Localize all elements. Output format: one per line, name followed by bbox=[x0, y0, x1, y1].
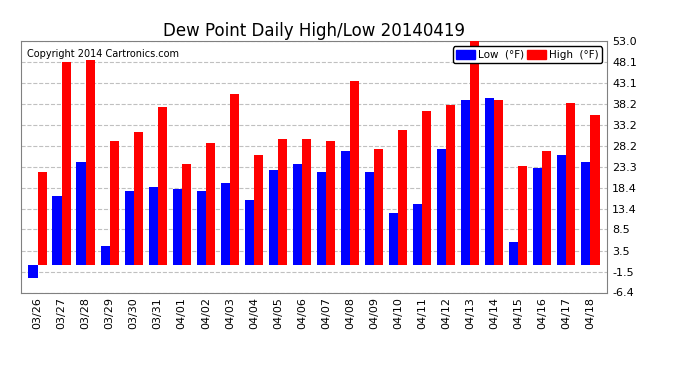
Bar bbox=[77, 162, 86, 266]
Bar bbox=[591, 115, 600, 266]
Bar bbox=[542, 151, 551, 266]
Bar bbox=[509, 242, 518, 266]
Bar bbox=[124, 191, 134, 266]
Title: Dew Point Daily High/Low 20140419: Dew Point Daily High/Low 20140419 bbox=[163, 22, 465, 40]
Bar bbox=[317, 172, 326, 266]
Bar bbox=[61, 62, 70, 266]
Bar bbox=[293, 164, 302, 266]
Bar bbox=[197, 191, 206, 266]
Bar bbox=[181, 164, 191, 266]
Bar bbox=[350, 81, 359, 266]
Bar bbox=[365, 172, 374, 266]
Bar bbox=[101, 246, 110, 266]
Bar bbox=[206, 143, 215, 266]
Bar bbox=[558, 156, 566, 266]
Bar bbox=[230, 94, 239, 266]
Bar bbox=[28, 266, 37, 278]
Bar bbox=[518, 166, 527, 266]
Bar bbox=[581, 162, 591, 266]
Bar bbox=[533, 168, 542, 266]
Bar bbox=[437, 149, 446, 266]
Bar bbox=[422, 111, 431, 266]
Bar bbox=[148, 187, 158, 266]
Bar bbox=[269, 170, 278, 266]
Bar bbox=[374, 149, 383, 266]
Bar bbox=[86, 60, 95, 266]
Bar bbox=[110, 141, 119, 266]
Bar bbox=[566, 103, 575, 266]
Bar bbox=[341, 151, 350, 266]
Bar bbox=[254, 156, 263, 266]
Bar bbox=[221, 183, 230, 266]
Bar bbox=[494, 100, 504, 266]
Bar bbox=[326, 141, 335, 266]
Bar bbox=[470, 41, 480, 266]
Bar bbox=[245, 200, 254, 266]
Bar bbox=[302, 138, 311, 266]
Bar bbox=[134, 132, 143, 266]
Bar bbox=[413, 204, 422, 266]
Bar bbox=[461, 100, 470, 266]
Bar bbox=[278, 138, 287, 266]
Bar bbox=[172, 189, 181, 266]
Bar bbox=[37, 172, 47, 266]
Text: Copyright 2014 Cartronics.com: Copyright 2014 Cartronics.com bbox=[26, 49, 179, 59]
Bar bbox=[52, 196, 61, 266]
Bar bbox=[389, 213, 398, 266]
Legend: Low  (°F), High  (°F): Low (°F), High (°F) bbox=[453, 46, 602, 63]
Bar bbox=[485, 98, 494, 266]
Bar bbox=[446, 105, 455, 266]
Bar bbox=[158, 107, 167, 266]
Bar bbox=[398, 130, 407, 266]
